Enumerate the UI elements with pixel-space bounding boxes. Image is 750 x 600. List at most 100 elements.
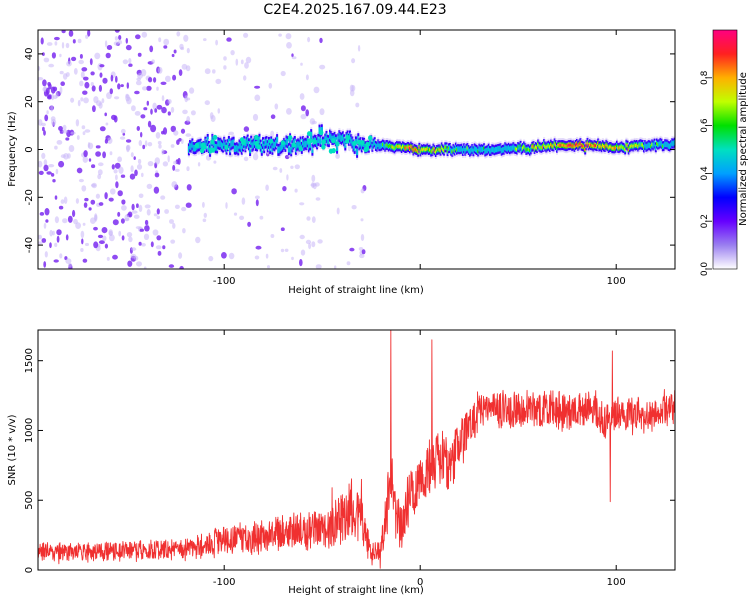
noise-speckle-dot	[105, 122, 109, 126]
ridge-peak	[590, 143, 593, 147]
noise-speckle-dot	[77, 38, 82, 44]
noise-speckle-dot	[95, 145, 101, 149]
ridge-core	[244, 143, 247, 150]
ridge-blob	[331, 148, 336, 154]
noise-speckle-dot	[43, 164, 49, 172]
noise-speckle-dot	[265, 253, 269, 259]
noise-speckle-dot	[142, 86, 148, 91]
noise-speckle-dot	[118, 166, 124, 174]
noise-speckle-dot	[106, 45, 113, 50]
ridge-peak	[572, 143, 575, 147]
noise-speckle-dot	[91, 164, 96, 169]
ridge-core	[273, 142, 276, 149]
ridge-peak	[558, 143, 561, 147]
noise-speckle-dot	[110, 188, 116, 195]
ridge-peak	[612, 146, 615, 150]
ridge-peak	[519, 144, 522, 148]
ridge-core	[664, 141, 667, 147]
noise-speckle-dot	[87, 142, 91, 149]
spectrogram-y-tick-label: -40	[24, 237, 35, 253]
noise-speckle-dot	[50, 173, 55, 177]
noise-speckle-dot	[311, 182, 315, 189]
noise-speckle-dot	[215, 78, 222, 85]
noise-speckle-dot	[290, 165, 294, 169]
noise-speckle-dot	[138, 241, 142, 246]
ridge-core	[484, 148, 487, 155]
noise-speckle-dot	[140, 131, 143, 138]
noise-speckle-dot	[351, 205, 357, 210]
ridge-peak	[409, 146, 411, 150]
noise-speckle-dot	[91, 182, 97, 189]
noise-speckle-dot	[144, 140, 148, 147]
snr-y-tick-label: 0	[24, 567, 35, 573]
ridge-peak	[628, 145, 631, 149]
noise-speckle-dot	[81, 238, 84, 245]
noise-speckle-dot	[61, 42, 65, 49]
noise-speckle-dot	[39, 212, 45, 216]
ridge-blob	[321, 139, 326, 145]
noise-speckle-dot	[174, 204, 180, 209]
ridge-blob	[368, 135, 373, 141]
ridge-peak	[563, 143, 566, 147]
noise-speckle-dot	[53, 259, 59, 263]
noise-speckle-dot	[334, 265, 337, 269]
ridge-core	[673, 139, 675, 146]
ridge-core	[260, 146, 263, 154]
ridge-peak	[587, 143, 590, 147]
noise-speckle-dot	[163, 45, 168, 49]
colorbar-tick-label: 0.8	[700, 70, 710, 85]
noise-speckle-dot	[170, 106, 175, 113]
noise-speckle-dot	[286, 174, 289, 181]
ridge-peak	[551, 144, 554, 148]
noise-speckle-dot	[169, 219, 174, 224]
noise-speckle-dot	[147, 120, 152, 128]
noise-speckle-dot	[99, 64, 105, 68]
noise-speckle-dot	[95, 193, 100, 199]
noise-speckle-dot	[176, 31, 181, 37]
ridge-peak	[412, 149, 415, 152]
noise-speckle-dot	[125, 37, 128, 44]
ridge-peak	[614, 146, 617, 150]
noise-speckle-dot	[235, 58, 239, 66]
noise-speckle-dot	[52, 179, 56, 183]
ridge-peak	[402, 144, 404, 148]
ridge-peak	[661, 144, 664, 148]
noise-speckle-dot	[243, 156, 249, 162]
noise-speckle-dot	[153, 213, 158, 217]
noise-speckle-dot	[181, 206, 187, 212]
noise-speckle-dot	[65, 137, 70, 141]
noise-speckle-dot	[130, 152, 134, 158]
ridge-core	[276, 136, 279, 144]
noise-speckle-dot	[41, 238, 47, 243]
noise-speckle-dot	[38, 241, 43, 245]
ridge-core	[333, 134, 336, 142]
noise-speckle-dot	[56, 235, 60, 243]
noise-speckle-dot	[315, 197, 321, 201]
noise-speckle-dot	[93, 241, 99, 249]
ridge-core	[654, 144, 657, 151]
noise-speckle-dot	[56, 229, 62, 236]
ridge-peak	[477, 149, 480, 153]
ridge-peak	[578, 143, 581, 147]
noise-speckle-dot	[155, 132, 161, 139]
spectrogram-y-tick-label: 0	[24, 146, 35, 152]
ridge-core	[271, 145, 274, 153]
figure-title: C2E4.2025.167.09.44.E23	[263, 2, 446, 18]
ridge-peak	[403, 145, 406, 149]
noise-speckle-dot	[112, 219, 119, 226]
ridge-core	[471, 146, 474, 152]
ridge-core	[238, 142, 241, 149]
noise-speckle-dot	[109, 234, 115, 242]
noise-speckle-dot	[135, 80, 142, 86]
ridge-core	[236, 144, 239, 152]
ridge-core	[297, 141, 300, 148]
noise-speckle-dot	[243, 32, 249, 38]
noise-speckle-dot	[126, 232, 133, 238]
noise-speckle-dot	[148, 77, 153, 83]
spectrogram-y-axis-label: Frequency (Hz)	[7, 111, 18, 187]
noise-speckle-dot	[70, 97, 75, 103]
ridge-peak	[584, 148, 587, 151]
ridge-peak	[420, 147, 423, 151]
noise-speckle-dot	[240, 59, 244, 65]
ridge-core	[284, 142, 287, 150]
